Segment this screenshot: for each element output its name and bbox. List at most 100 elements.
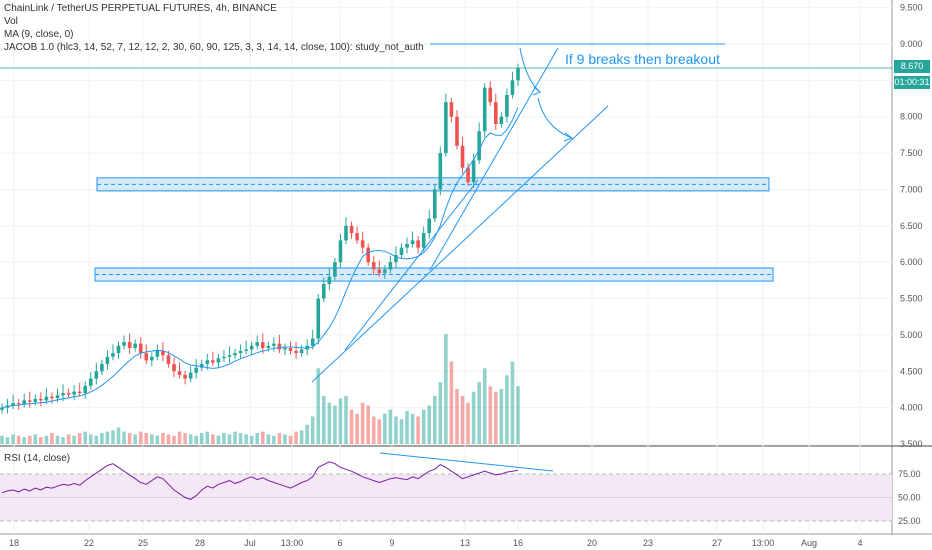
candle-body-53 <box>294 350 298 354</box>
current-price-badge: 8.670 <box>894 60 930 73</box>
volume-bar-89 <box>494 391 498 444</box>
candle-body-58 <box>322 284 326 299</box>
candle-body-59 <box>327 276 332 284</box>
candle-body-25 <box>138 343 143 354</box>
candle-body-27 <box>150 356 154 361</box>
symbol-title[interactable]: ChainLink / TetherUS PERPETUAL FUTURES, … <box>4 3 277 14</box>
candle-body-77 <box>427 218 432 234</box>
candle-body-19 <box>105 356 110 364</box>
time-tick-7: 9 <box>389 538 394 548</box>
candle-body-36 <box>199 364 204 368</box>
candle-body-2 <box>11 403 15 406</box>
time-tick-0: 18 <box>9 538 19 548</box>
time-tick-3: 28 <box>195 538 205 548</box>
candle-body-64 <box>355 233 359 241</box>
volume-bar-53 <box>294 431 298 444</box>
candle-body-54 <box>299 349 304 354</box>
time-tick-6: 6 <box>337 538 342 548</box>
volume-bar-61 <box>338 398 343 444</box>
volume-bar-80 <box>444 334 448 444</box>
candle-body-11 <box>61 393 65 396</box>
volume-bar-21 <box>116 427 121 444</box>
volume-bar-9 <box>50 433 54 444</box>
time-tick-1: 22 <box>84 538 94 548</box>
volume-bar-90 <box>499 389 504 444</box>
volume-bar-70 <box>388 409 393 444</box>
volume-bar-27 <box>150 434 154 444</box>
candle-body-0 <box>0 407 4 410</box>
volume-bar-86 <box>477 382 481 444</box>
time-tick-8: 13 <box>460 538 470 548</box>
volume-bar-32 <box>177 431 182 444</box>
candle-body-21 <box>116 345 121 354</box>
volume-bar-85 <box>471 391 476 444</box>
volume-bar-11 <box>61 437 65 444</box>
volume-bar-81 <box>449 361 454 444</box>
volume-bar-22 <box>122 431 126 444</box>
volume-bar-92 <box>510 361 515 444</box>
time-tick-13: 13:00 <box>752 538 775 548</box>
time-tick-11: 23 <box>643 538 653 548</box>
candle-body-57 <box>316 298 321 339</box>
candle-body-46 <box>255 342 260 346</box>
candle-body-9 <box>50 396 54 399</box>
candle-body-78 <box>432 189 437 219</box>
candle-body-51 <box>283 348 287 350</box>
price-tick-10: 4.500 <box>900 366 923 376</box>
volume-bar-83 <box>460 395 465 444</box>
volume-bar-17 <box>94 435 99 444</box>
volume-bar-3 <box>16 435 21 444</box>
indicator-label[interactable]: JACOB 1.0 (hlc3, 14, 52, 7, 12, 12, 2, 3… <box>4 42 424 53</box>
candle-body-29 <box>161 350 165 356</box>
candle-body-33 <box>183 374 187 379</box>
volume-bar-91 <box>505 375 509 444</box>
ma-label[interactable]: MA (9, close, 0) <box>4 29 74 40</box>
candle-body-47 <box>260 342 265 348</box>
arrow-curve-2 <box>537 97 573 139</box>
candle-body-82 <box>455 116 459 146</box>
candle-body-68 <box>377 269 382 274</box>
candle-body-52 <box>288 348 293 351</box>
volume-bar-0 <box>0 435 4 444</box>
volume-bar-29 <box>161 433 165 444</box>
rsi-tick-1: 50.00 <box>898 493 921 503</box>
rsi-line <box>1 461 519 500</box>
volume-bar-25 <box>138 431 143 444</box>
candle-body-69 <box>383 269 387 274</box>
candle-body-35 <box>194 367 198 373</box>
price-tick-11: 4.000 <box>900 403 923 413</box>
volume-label[interactable]: Vol <box>4 16 18 27</box>
candle-body-38 <box>211 360 215 363</box>
volume-bar-12 <box>66 434 71 444</box>
candle-body-56 <box>310 338 315 346</box>
candle-body-45 <box>249 345 254 350</box>
candle-body-17 <box>94 371 99 379</box>
candle-body-6 <box>33 398 38 402</box>
trendline-mid <box>344 179 479 351</box>
rsi-tick-2: 25.00 <box>898 516 921 526</box>
candle-body-83 <box>460 145 465 168</box>
volume-bar-72 <box>399 419 404 444</box>
price-tick-1: 9.000 <box>900 39 923 49</box>
candle-body-43 <box>238 350 243 354</box>
volume-bar-59 <box>327 402 332 444</box>
volume-bar-39 <box>216 435 221 444</box>
volume-bar-31 <box>172 435 176 444</box>
volume-bar-66 <box>366 405 370 444</box>
volume-bar-50 <box>277 433 282 444</box>
volume-bar-5 <box>27 435 32 444</box>
candle-body-92 <box>510 80 515 95</box>
volume-bar-40 <box>222 433 226 444</box>
candle-body-12 <box>66 393 71 395</box>
trendline-lower <box>311 105 609 383</box>
rsi-label[interactable]: RSI (14, close) <box>4 453 71 464</box>
volume-bar-41 <box>227 434 232 444</box>
breakout-annotation[interactable]: If 9 breaks then breakout <box>565 51 720 67</box>
volume-bar-42 <box>233 431 237 444</box>
candle-body-5 <box>27 400 32 402</box>
candle-body-31 <box>172 364 176 372</box>
volume-bar-69 <box>383 413 387 444</box>
ma-line <box>1 107 519 409</box>
